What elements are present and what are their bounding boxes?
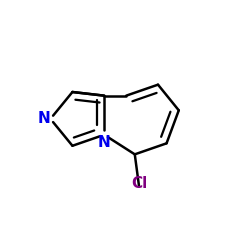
Text: N: N <box>98 135 110 150</box>
Text: Cl: Cl <box>132 176 148 191</box>
Text: N: N <box>38 112 50 126</box>
